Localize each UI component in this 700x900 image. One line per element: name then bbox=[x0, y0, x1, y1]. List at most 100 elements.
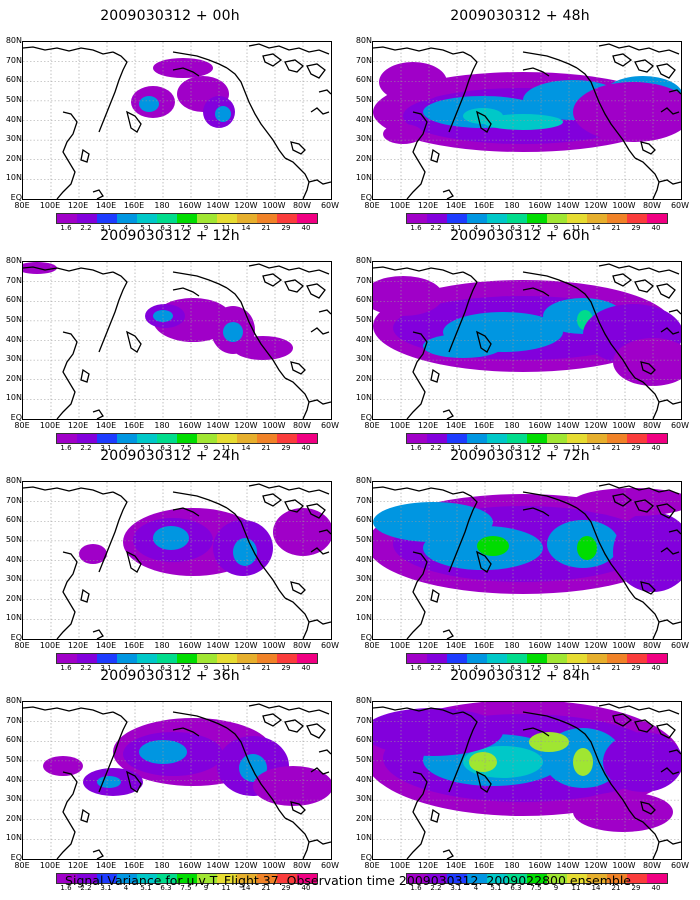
coastline bbox=[612, 493, 633, 507]
coastline bbox=[668, 749, 681, 755]
colorbar-swatch bbox=[627, 434, 647, 443]
colorbar-swatch bbox=[567, 874, 587, 883]
figure-caption: Signal Variance for u,v,T. Flight 37. Ob… bbox=[65, 873, 635, 888]
colorbar-label: 6.3 bbox=[160, 224, 172, 232]
coastline bbox=[598, 43, 680, 55]
latitude-label: 50N bbox=[5, 314, 22, 324]
longitude-label: 120E bbox=[67, 641, 89, 650]
panel-title: 2009030312 + 60h bbox=[450, 228, 590, 244]
colorbar-swatch bbox=[587, 654, 607, 663]
latitude-label: 70N bbox=[355, 715, 372, 725]
coastline bbox=[522, 271, 578, 289]
coastline bbox=[290, 141, 306, 155]
colorbar-swatch bbox=[607, 434, 627, 443]
longitude-label: 160E bbox=[123, 641, 145, 650]
colorbar-swatch bbox=[507, 654, 527, 663]
latitude-label: 30N bbox=[5, 574, 22, 584]
longitude-label: 120E bbox=[417, 201, 439, 210]
longitude-label: 80E bbox=[364, 421, 380, 430]
colorbar-label: 6.3 bbox=[510, 444, 522, 452]
longitude-label: 120E bbox=[67, 421, 89, 430]
latitude-label: 70N bbox=[5, 495, 22, 505]
colorbar-swatch bbox=[447, 214, 467, 223]
colorbar-label: 14 bbox=[591, 884, 601, 892]
colorbar-swatch bbox=[567, 654, 587, 663]
coastline bbox=[318, 529, 331, 535]
colorbar-label: 1.6 bbox=[60, 224, 72, 232]
variance-contour bbox=[139, 96, 159, 112]
latitude-label: EQ bbox=[10, 633, 22, 642]
colorbar bbox=[56, 433, 318, 444]
longitude-label: 120E bbox=[67, 861, 89, 870]
longitude-label: 120W bbox=[584, 421, 608, 430]
coastline bbox=[172, 491, 228, 509]
colorbar-swatch bbox=[647, 654, 667, 663]
coastline bbox=[656, 283, 676, 299]
longitude-label: 160W bbox=[528, 421, 552, 430]
longitude-label: 160W bbox=[178, 861, 202, 870]
map-area bbox=[22, 481, 332, 640]
coastline bbox=[598, 483, 680, 495]
longitude-label: 100E bbox=[39, 421, 61, 430]
colorbar-swatch bbox=[507, 434, 527, 443]
colorbar-swatch bbox=[467, 434, 487, 443]
longitude-label: 160W bbox=[178, 641, 202, 650]
longitude-label: 100E bbox=[389, 201, 411, 210]
panel-title: 2009030312 + 36h bbox=[100, 668, 240, 684]
map-svg bbox=[23, 42, 331, 199]
colorbar-label: 29 bbox=[631, 444, 641, 452]
colorbar-label: 29 bbox=[281, 664, 291, 672]
colorbar-swatch bbox=[57, 874, 77, 883]
coastline bbox=[23, 706, 114, 715]
latitude-label: 60N bbox=[5, 75, 22, 85]
colorbar-swatch bbox=[117, 434, 137, 443]
coastline bbox=[172, 67, 200, 77]
colorbar-label: 5.1 bbox=[490, 664, 502, 672]
colorbar-label: 40 bbox=[651, 224, 661, 232]
colorbar-swatch bbox=[297, 214, 317, 223]
coastline bbox=[262, 53, 283, 67]
coastline bbox=[284, 157, 310, 199]
latitude-label: 40N bbox=[5, 774, 22, 784]
variance-contour bbox=[153, 526, 189, 550]
coastline bbox=[656, 723, 676, 739]
colorbar-swatch bbox=[117, 874, 137, 883]
panel-title: 2009030312 + 84h bbox=[450, 668, 590, 684]
longitude-label: 120E bbox=[417, 861, 439, 870]
colorbar-label: 5.1 bbox=[490, 884, 502, 892]
coastline bbox=[522, 67, 550, 77]
map-area bbox=[372, 701, 682, 860]
colorbar-label: 40 bbox=[301, 884, 311, 892]
colorbar-label: 11 bbox=[221, 664, 231, 672]
latitude-label: 20N bbox=[355, 813, 372, 823]
colorbar-label: 1.6 bbox=[60, 884, 72, 892]
map-panel: 2009030312 + 12h 80N 70N 60N 50N 40N 30N 20N 10N… bbox=[0, 220, 340, 452]
colorbar-swatch bbox=[117, 214, 137, 223]
latitude-label: 60N bbox=[355, 735, 372, 745]
colorbar-label: 14 bbox=[241, 444, 251, 452]
map-panel: 2009030312 + 84h 80N 70N 60N 50N 40N 30N 20N 10N… bbox=[350, 660, 690, 892]
coastline bbox=[172, 727, 200, 737]
colorbar-swatch bbox=[427, 214, 447, 223]
coastline bbox=[476, 330, 492, 353]
longitude-label: 80E bbox=[14, 201, 30, 210]
colorbar-swatch bbox=[447, 874, 467, 883]
latitude-label: 80N bbox=[5, 36, 22, 45]
map-area bbox=[22, 701, 332, 860]
colorbar-label: 9 bbox=[203, 444, 209, 452]
coastline bbox=[373, 266, 464, 275]
coastline bbox=[373, 486, 464, 495]
latitude-label: 10N bbox=[5, 393, 22, 403]
variance-contour bbox=[43, 756, 83, 776]
coastline bbox=[306, 723, 326, 739]
colorbar-label: 2.2 bbox=[80, 224, 92, 232]
coastline bbox=[308, 179, 331, 185]
colorbar-swatch bbox=[587, 214, 607, 223]
colorbar bbox=[56, 873, 318, 884]
latitude-label: 40N bbox=[5, 334, 22, 344]
longitude-label: 140E bbox=[95, 641, 117, 650]
colorbar-swatch bbox=[177, 874, 197, 883]
longitude-label: 80E bbox=[364, 861, 380, 870]
latitude-label: 50N bbox=[5, 94, 22, 104]
longitude-label: 80W bbox=[642, 201, 662, 210]
